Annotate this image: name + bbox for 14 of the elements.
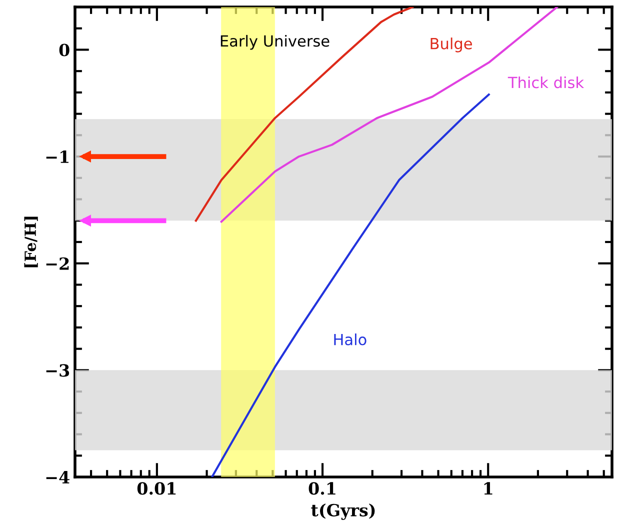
- y-tick-label: −2: [46, 257, 69, 270]
- y-tick-label: −1: [46, 150, 68, 163]
- y-axis-title: [Fe/H]: [24, 216, 38, 268]
- x-axis-title: t(Gyrs): [311, 504, 375, 520]
- y-tick-label: 0: [59, 44, 70, 56]
- x-tick-label: 1: [484, 482, 492, 495]
- band-label: Early Universe: [220, 34, 330, 50]
- y-tick-label: −4: [46, 470, 70, 484]
- x-tick-label: 0.01: [137, 482, 176, 495]
- series-label: Thick disk: [508, 76, 584, 88]
- text: Halo: [334, 333, 366, 346]
- text: Bulge: [430, 38, 472, 52]
- y-tick-label: −3: [46, 364, 70, 377]
- x-tick-label: 0.1: [308, 482, 336, 495]
